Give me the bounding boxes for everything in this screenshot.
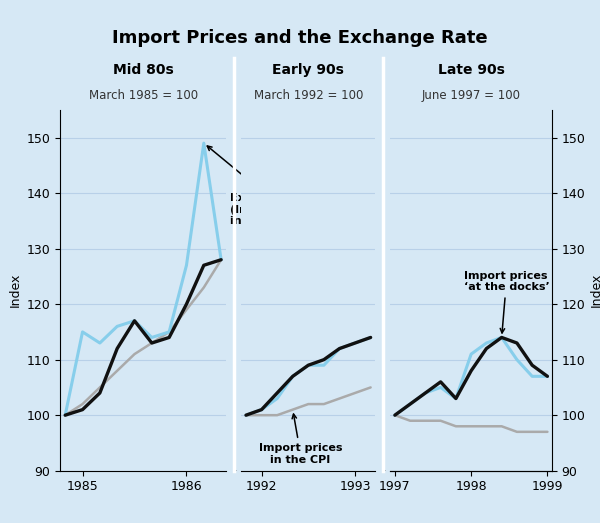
Text: Mid 80s: Mid 80s: [113, 63, 173, 77]
Text: March 1985 = 100: March 1985 = 100: [89, 89, 198, 102]
Text: June 1997 = 100: June 1997 = 100: [422, 89, 521, 102]
Text: March 1992 = 100: March 1992 = 100: [254, 89, 363, 102]
Text: Import prices
‘at the docks’: Import prices ‘at the docks’: [464, 271, 549, 333]
Y-axis label: Index: Index: [9, 273, 22, 308]
Text: Late 90s: Late 90s: [438, 63, 505, 77]
Text: Exchange rate
(Import-weighted
index, inverted): Exchange rate (Import-weighted index, in…: [207, 146, 339, 226]
Text: Import prices
in the CPI: Import prices in the CPI: [259, 414, 342, 464]
Y-axis label: Index: Index: [590, 273, 600, 308]
Text: Import Prices and the Exchange Rate: Import Prices and the Exchange Rate: [112, 29, 488, 47]
Text: Early 90s: Early 90s: [272, 63, 344, 77]
